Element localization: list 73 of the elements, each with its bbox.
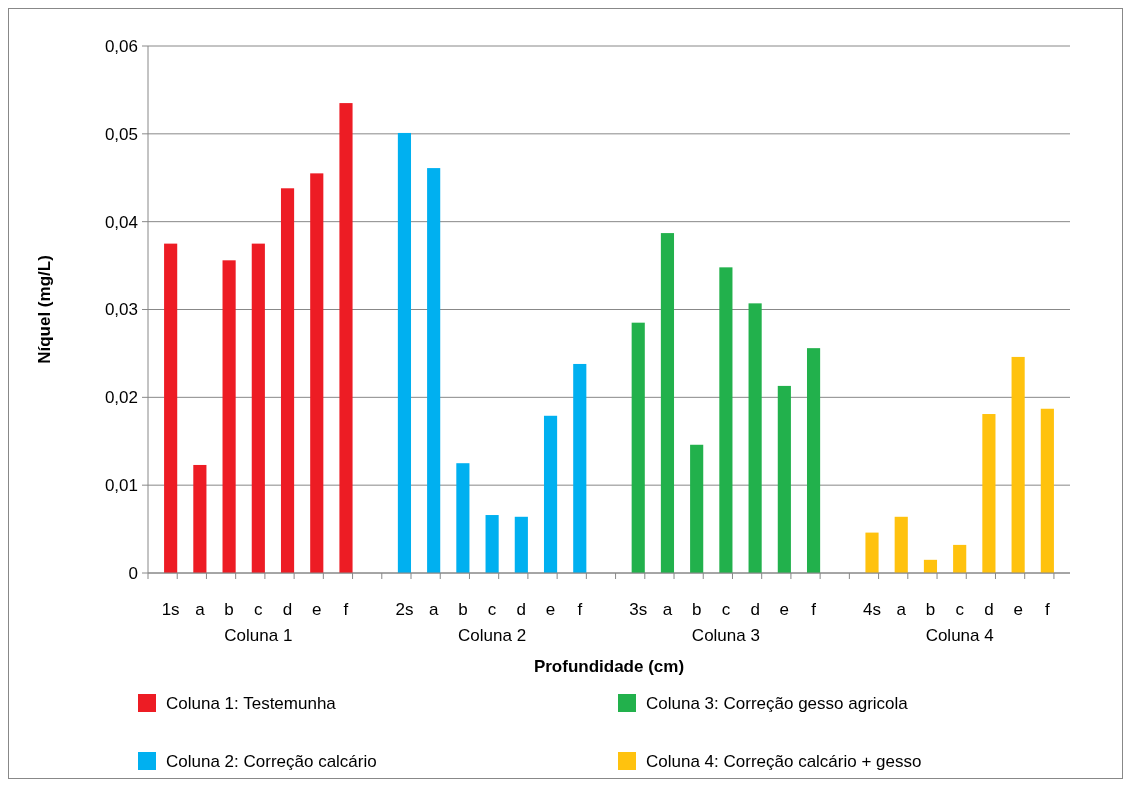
bar bbox=[865, 532, 879, 573]
y-tick-label: 0,05 bbox=[104, 124, 138, 144]
y-tick-label: 0,04 bbox=[104, 212, 138, 232]
bar bbox=[719, 267, 733, 573]
bar bbox=[806, 348, 821, 573]
x-tick-label: e bbox=[779, 600, 790, 619]
x-tick-label: e bbox=[1013, 600, 1023, 619]
bar bbox=[251, 243, 265, 573]
x-tick-label: d bbox=[750, 600, 760, 619]
bar bbox=[456, 463, 470, 573]
x-tick-label: 2s bbox=[395, 600, 414, 619]
bar bbox=[953, 544, 967, 573]
bar bbox=[660, 233, 675, 573]
bar bbox=[222, 260, 236, 573]
x-tick-label: c bbox=[955, 600, 965, 619]
bar bbox=[748, 303, 762, 573]
y-tick-label: 0 bbox=[128, 563, 138, 583]
text: Coluna 1 bbox=[224, 626, 293, 645]
bar bbox=[777, 385, 791, 573]
x-tick-label: a bbox=[896, 600, 907, 619]
x-tick-label: c bbox=[254, 600, 264, 619]
bar bbox=[485, 515, 499, 573]
bar bbox=[543, 415, 558, 573]
x-tick-label: 4s bbox=[863, 600, 881, 619]
text: Coluna 4 bbox=[925, 626, 994, 645]
x-tick-label: 1s bbox=[161, 600, 180, 619]
legend-label: Coluna 1: Testemunha bbox=[166, 693, 337, 713]
bar bbox=[427, 168, 441, 573]
bar bbox=[923, 559, 938, 573]
bar bbox=[631, 322, 645, 573]
bar bbox=[1011, 356, 1025, 573]
y-tick-label: 0,01 bbox=[104, 476, 138, 496]
bar bbox=[514, 516, 528, 573]
x-tick-label: e bbox=[545, 600, 556, 619]
x-tick-label: b bbox=[691, 600, 702, 619]
x-tick-label: f bbox=[811, 600, 817, 619]
x-tick-label: e bbox=[312, 600, 322, 619]
x-tick-label: b bbox=[925, 600, 936, 619]
bar bbox=[280, 188, 295, 573]
x-tick-label: a bbox=[662, 600, 673, 619]
bar bbox=[397, 132, 412, 573]
x-tick-label: f bbox=[1044, 600, 1050, 619]
text: Coluna 2 bbox=[458, 626, 527, 645]
bar bbox=[164, 243, 178, 573]
bar bbox=[982, 414, 996, 573]
bar bbox=[1040, 408, 1054, 573]
x-tick-label: a bbox=[428, 600, 439, 619]
y-tick-label: 0,06 bbox=[104, 36, 138, 56]
bar bbox=[690, 444, 704, 573]
bar bbox=[573, 363, 587, 573]
y-tick-label: 0,02 bbox=[104, 388, 138, 408]
legend-label: Coluna 3: Correção gesso agricola bbox=[646, 693, 909, 713]
legend-label: Coluna 4: Correção calcário + gesso bbox=[646, 751, 922, 771]
x-tick-label: 3s bbox=[629, 600, 648, 619]
x-tick-label: c bbox=[721, 600, 731, 619]
y-tick-label: 0,03 bbox=[104, 300, 138, 320]
x-tick-label: c bbox=[487, 600, 497, 619]
bar bbox=[193, 464, 207, 573]
y-axis-title: Níquel (mg/L) bbox=[35, 255, 54, 364]
x-tick-label: b bbox=[458, 600, 468, 619]
legend-label: Coluna 2: Correção calcário bbox=[166, 751, 377, 771]
text: Coluna 3 bbox=[691, 626, 760, 645]
bar bbox=[339, 103, 353, 573]
bar bbox=[894, 516, 908, 573]
x-tick-label: d bbox=[984, 600, 994, 619]
x-tick-label: f bbox=[343, 600, 349, 619]
bar bbox=[310, 173, 324, 573]
x-tick-label: a bbox=[195, 600, 206, 619]
x-tick-label: d bbox=[516, 600, 527, 619]
x-tick-label: f bbox=[577, 600, 583, 619]
x-tick-label: b bbox=[224, 600, 234, 619]
x-axis-title: Profundidade (cm) bbox=[533, 657, 685, 676]
x-tick-label: d bbox=[282, 600, 293, 619]
